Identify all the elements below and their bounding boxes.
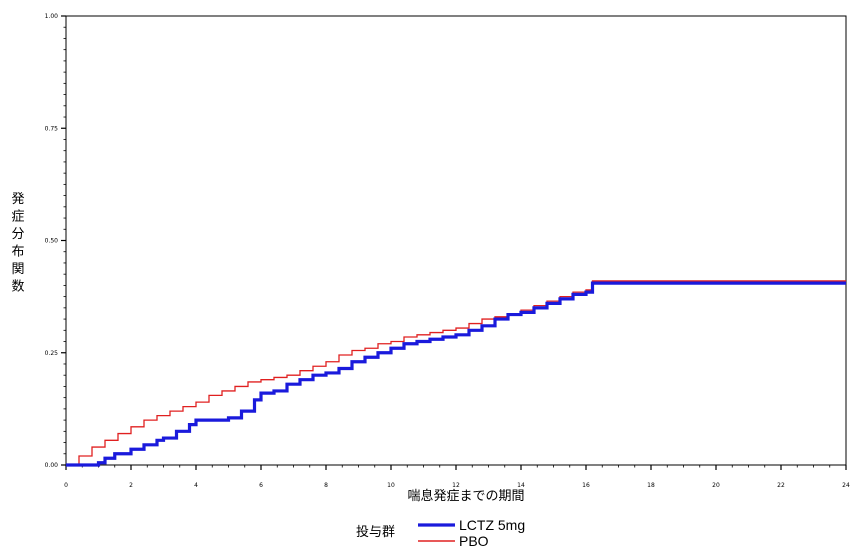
- y-axis-title-char: 関: [11, 262, 24, 277]
- x-tick-label: 18: [647, 482, 655, 489]
- x-tick-label: 4: [194, 482, 198, 489]
- x-tick-label: 2: [129, 482, 133, 489]
- y-tick-label: 1.00: [45, 13, 59, 20]
- y-axis-title-char: 発: [11, 192, 24, 207]
- y-tick-label: 0.00: [45, 462, 59, 469]
- x-tick-label: 10: [387, 482, 395, 489]
- legend-title: 投与群: [356, 524, 395, 540]
- x-axis-title: 喘息発症までの期間: [407, 488, 524, 504]
- y-tick-label: 0.50: [45, 238, 59, 245]
- x-tick-label: 24: [842, 482, 850, 489]
- series-layer: [66, 280, 846, 467]
- x-tick-label: 16: [582, 482, 590, 489]
- x-tick-label: 6: [259, 482, 263, 489]
- plot-frame: [65, 15, 847, 466]
- x-tick-label: 14: [517, 482, 525, 489]
- y-tick-label: 0.75: [45, 125, 59, 132]
- x-tick-label: 12: [452, 482, 460, 489]
- series-line-pbo: [66, 280, 846, 466]
- axes: 0.000.250.500.751.000 2 4 6 8 10 12 14 16 18 20 22 2…: [45, 13, 850, 489]
- x-tick-label: 0: [64, 482, 68, 489]
- labels-layer: 喘息発症までの期間: [407, 488, 524, 504]
- x-tick-label: 8: [324, 482, 328, 489]
- y-axis-title-char: 数: [11, 280, 24, 295]
- series-line-lctz-5mg: [66, 281, 846, 467]
- legend-label-lctz-5mg: LCTZ 5mg: [459, 517, 525, 533]
- legend-label-pbo: PBO: [459, 533, 489, 549]
- y-tick-label: 0.25: [45, 350, 59, 357]
- x-tick-label: 20: [712, 482, 720, 489]
- y-axis-title-char: 布: [11, 245, 24, 260]
- y-axis-title-char: 分: [11, 227, 24, 242]
- y-axis-title-char: 症: [11, 210, 24, 225]
- x-tick-label: 22: [777, 482, 785, 489]
